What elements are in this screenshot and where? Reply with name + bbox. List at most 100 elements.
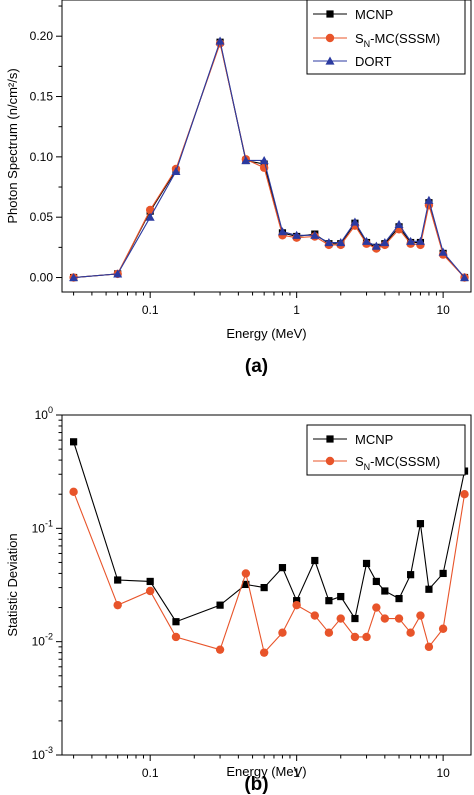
y-tick-exponent: -3	[45, 745, 53, 755]
data-point	[381, 587, 389, 595]
data-point	[145, 212, 155, 221]
data-point	[69, 487, 78, 497]
legend-marker	[325, 33, 335, 43]
x-axis-title: Energy (MeV)	[226, 764, 306, 779]
data-point	[278, 628, 287, 637]
legend: MCNP SN-MC(SSSM)	[306, 424, 466, 476]
data-point	[216, 601, 224, 609]
data-point	[172, 618, 180, 626]
data-point	[362, 632, 371, 642]
data-point	[380, 238, 390, 247]
panel-label: (a)	[245, 356, 268, 377]
plot-frame	[61, 0, 472, 293]
legend-label-subscript: N	[364, 39, 371, 49]
data-point	[324, 628, 334, 637]
data-point	[351, 614, 359, 623]
y-tick-label: 0.20	[30, 29, 54, 43]
series-line	[73, 40, 465, 279]
legend-label-main: MCNP	[355, 7, 393, 22]
data-point	[438, 247, 448, 256]
legend-item: MCNP	[313, 432, 393, 447]
legend-item: SN-MC(SSSM)	[313, 31, 440, 49]
data-point	[260, 583, 268, 592]
chart-panel-1: 0.1 1 10 0.00 0.05 0.10 0.15 0.20 Energy (MeV) Ph…	[5, 0, 472, 377]
data-point	[439, 569, 447, 578]
data-point	[215, 36, 225, 45]
data-point	[278, 564, 287, 572]
legend-item: SN-MC(SSSM)	[313, 454, 440, 472]
data-point	[324, 238, 334, 247]
legend-label-main: S	[355, 454, 364, 469]
data-point	[241, 155, 251, 165]
data-point	[424, 195, 434, 204]
data-point	[293, 597, 301, 605]
legend: MCNP SN-MC(SSSM) DORT	[306, 0, 466, 75]
legend-marker	[325, 56, 335, 65]
y-tick-label: 10-1	[32, 518, 53, 535]
series-line	[73, 491, 466, 654]
panel-label: (b)	[244, 774, 268, 795]
data-point	[336, 614, 345, 623]
legend-label: SN-MC(SSSM)	[355, 454, 440, 472]
x-axis-title: Energy (MeV)	[226, 326, 306, 341]
data-point	[416, 611, 425, 620]
legend-label-main: DORT	[355, 54, 392, 69]
data-point	[416, 520, 425, 528]
legend-marker	[325, 456, 335, 466]
y-tick-label: 100	[35, 405, 53, 422]
data-point	[171, 632, 181, 642]
data-point	[407, 571, 415, 579]
y-tick-label: 0.05	[30, 210, 54, 224]
legend-label: DORT	[355, 54, 392, 69]
data-point	[395, 594, 403, 603]
legend-marker	[326, 10, 334, 18]
x-tick-label: 0.1	[142, 766, 159, 780]
data-point	[424, 642, 434, 652]
data-point	[394, 219, 404, 229]
legend-label-main: MCNP	[355, 432, 393, 447]
legend-label-suffix: -MC(SSSM)	[370, 31, 440, 46]
data-point	[145, 586, 155, 596]
data-point	[113, 269, 123, 278]
series-line	[73, 38, 465, 279]
data-point	[371, 241, 381, 250]
data-point	[460, 490, 469, 499]
data-point	[215, 645, 225, 654]
data-point	[259, 155, 269, 165]
data-point	[336, 238, 346, 247]
data-point	[145, 205, 155, 215]
data-point	[146, 577, 154, 586]
data-point	[406, 628, 415, 637]
series-line	[73, 441, 466, 623]
y-tick-label: 10-2	[32, 632, 53, 649]
data-point	[311, 556, 319, 565]
data-point	[460, 273, 470, 282]
data-point	[171, 166, 181, 175]
y-tick-label: 0.15	[30, 90, 54, 104]
x-tick-label: 10	[436, 766, 450, 780]
data-point	[241, 569, 251, 578]
y-tick-base: 10	[32, 635, 46, 649]
data-point	[362, 559, 371, 568]
x-tick-label: 0.1	[142, 303, 159, 317]
legend-item: MCNP	[313, 7, 393, 22]
data-point	[259, 648, 269, 657]
data-point	[425, 585, 433, 593]
y-tick-label: 0.10	[30, 150, 54, 164]
data-point	[372, 603, 381, 612]
legend-label: SN-MC(SSSM)	[355, 31, 440, 49]
y-axis-title: Photon Spectrum (n/cm²/s)	[5, 68, 20, 223]
data-point	[406, 236, 416, 245]
data-point	[380, 614, 390, 623]
data-point	[310, 611, 319, 620]
y-tick-exponent: -2	[45, 632, 53, 642]
data-point	[325, 597, 333, 605]
x-tick-label: 1	[293, 303, 300, 317]
data-point	[242, 580, 250, 589]
data-point	[114, 576, 122, 584]
data-point	[372, 577, 380, 586]
data-point	[350, 217, 360, 226]
plot-frame	[61, 414, 472, 756]
